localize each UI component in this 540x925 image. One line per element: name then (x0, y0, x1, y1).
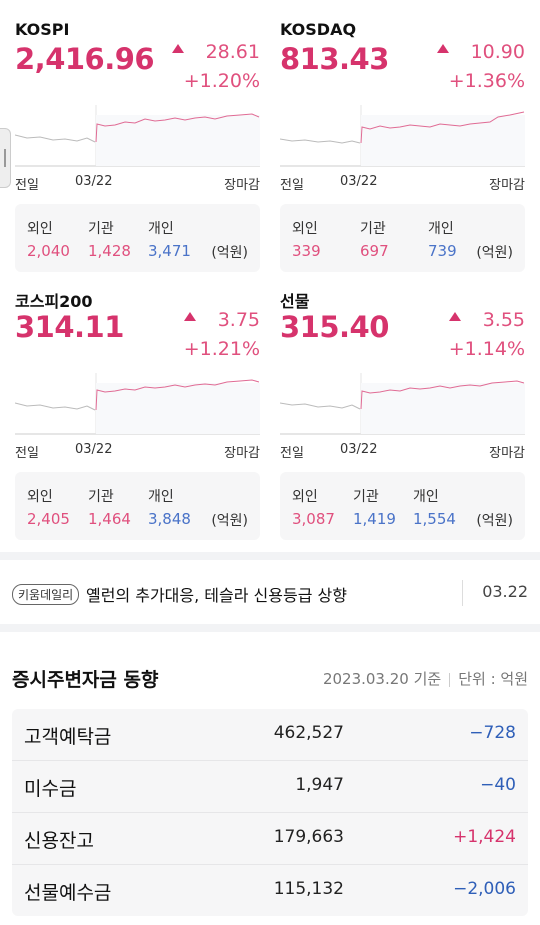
row-amount: 1,947 (295, 775, 344, 795)
news-source-badge: 키움데일리 (12, 584, 80, 605)
market-name: KOSDAQ (280, 20, 357, 39)
sparkline-chart (280, 373, 525, 435)
row-label: 신용잔고 (24, 830, 94, 852)
change-points: 3.75 (217, 309, 260, 331)
market-name: 선물 (280, 292, 310, 311)
side-drawer-handle[interactable] (0, 128, 11, 188)
flow-unit: (억원) (476, 245, 513, 261)
flow-unit: (억원) (476, 513, 513, 529)
news-headline[interactable]: 옐런의 추가대응, 테슬라 신용등급 상향 (86, 586, 347, 605)
axis-close-label: 장마감 (224, 446, 260, 461)
flow-individual: 개인 739 (428, 221, 457, 260)
axis-close-label: 장마감 (489, 178, 525, 193)
change-percent: +1.21% (183, 338, 260, 360)
axis-date-label: 03/22 (75, 174, 113, 189)
row-change: −728 (469, 723, 516, 743)
flow-individual: 개인 1,554 (413, 489, 456, 528)
sparkline-chart (280, 105, 525, 167)
market-card-kospi[interactable]: KOSPI 2,416.96 28.61 +1.20% 전일 03/22 장마감… (15, 20, 260, 272)
change-points: 10.90 (470, 41, 525, 63)
up-triangle-icon (436, 44, 449, 53)
axis-prev-label: 전일 (280, 178, 304, 193)
axis-prev-label: 전일 (15, 446, 39, 461)
row-amount: 462,527 (273, 723, 344, 743)
section-divider (0, 624, 540, 632)
investor-flow-box: 외인 339 기관 697 개인 739 (억원) (280, 204, 525, 272)
section-divider (0, 552, 540, 560)
sparkline-chart (15, 105, 260, 167)
market-card-futures[interactable]: 선물 315.40 3.55 +1.14% 전일 03/22 장마감 외인 3,0… (280, 288, 525, 540)
row-label: 선물예수금 (24, 882, 112, 904)
axis-prev-label: 전일 (15, 178, 39, 193)
table-row: 신용잔고 179,663 +1,424 (12, 813, 528, 865)
investor-flow-box: 외인 2,405 기관 1,464 개인 3,848 (억원) (15, 472, 260, 540)
change-percent: +1.14% (448, 338, 525, 360)
flow-institution: 기관 1,419 (353, 489, 396, 528)
flow-unit: (억원) (211, 245, 248, 261)
row-amount: 179,663 (273, 827, 344, 847)
up-triangle-icon (171, 44, 184, 53)
up-triangle-icon (183, 312, 196, 321)
deposit-basis-date: 2023.03.20 기준 (322, 670, 442, 688)
deposit-unit: 단위 : 억원 (458, 670, 528, 688)
change-points: 3.55 (482, 309, 525, 331)
row-label: 미수금 (24, 778, 77, 800)
flow-foreign: 외인 2,405 (27, 489, 70, 528)
table-row: 미수금 1,947 −40 (12, 761, 528, 813)
flow-institution: 기관 697 (360, 221, 389, 260)
sparkline-chart (15, 373, 260, 435)
flow-individual: 개인 3,848 (148, 489, 191, 528)
market-card-kospi200[interactable]: 코스피200 314.11 3.75 +1.21% 전일 03/22 장마감 외… (15, 288, 260, 540)
row-label: 고객예탁금 (24, 726, 112, 748)
flow-foreign: 외인 3,087 (292, 489, 335, 528)
market-card-kosdaq[interactable]: KOSDAQ 813.43 10.90 +1.36% 전일 03/22 장마감 … (280, 20, 525, 272)
news-date: 03.22 (482, 582, 528, 601)
market-value: 315.40 (280, 310, 389, 344)
row-change: −2,006 (453, 879, 516, 899)
handle-grip-icon (4, 149, 6, 167)
axis-date-label: 03/22 (340, 442, 378, 457)
table-row: 선물예수금 115,132 −2,006 (12, 865, 528, 916)
axis-date-label: 03/22 (340, 174, 378, 189)
investor-flow-box: 외인 3,087 기관 1,419 개인 1,554 (억원) (280, 472, 525, 540)
market-change: 3.75 +1.21% (183, 306, 260, 364)
market-value: 813.43 (280, 42, 389, 76)
axis-date-label: 03/22 (75, 442, 113, 457)
market-name: KOSPI (15, 20, 70, 39)
news-divider (462, 580, 463, 606)
flow-foreign: 외인 339 (292, 221, 321, 260)
change-points: 28.61 (205, 41, 260, 63)
market-value: 2,416.96 (15, 42, 155, 76)
market-name: 코스피200 (15, 292, 93, 311)
change-percent: +1.20% (183, 70, 260, 92)
up-triangle-icon (448, 312, 461, 321)
axis-close-label: 장마감 (489, 446, 525, 461)
flow-foreign: 외인 2,040 (27, 221, 70, 260)
deposit-section-meta: 2023.03.20 기준 단위 : 억원 (323, 668, 528, 689)
market-change: 10.90 +1.36% (436, 38, 525, 96)
news-item[interactable]: 키움데일리 옐런의 추가대응, 테슬라 신용등급 상향 03.22 (0, 562, 540, 624)
row-change: +1,424 (453, 827, 516, 847)
flow-unit: (억원) (211, 513, 248, 529)
investor-flow-box: 외인 2,040 기관 1,428 개인 3,471 (억원) (15, 204, 260, 272)
market-change: 3.55 +1.14% (448, 306, 525, 364)
flow-institution: 기관 1,428 (88, 221, 131, 260)
row-amount: 115,132 (273, 879, 344, 899)
market-value: 314.11 (15, 310, 124, 344)
meta-divider (449, 672, 451, 687)
deposit-table: 고객예탁금 462,527 −728 미수금 1,947 −40 신용잔고 17… (12, 709, 528, 916)
flow-individual: 개인 3,471 (148, 221, 191, 260)
deposit-section-title: 증시주변자금 동향 (12, 669, 159, 691)
market-change: 28.61 +1.20% (171, 38, 260, 96)
axis-prev-label: 전일 (280, 446, 304, 461)
axis-close-label: 장마감 (224, 178, 260, 193)
row-change: −40 (480, 775, 516, 795)
flow-institution: 기관 1,464 (88, 489, 131, 528)
change-percent: +1.36% (448, 70, 525, 92)
table-row: 고객예탁금 462,527 −728 (12, 709, 528, 761)
